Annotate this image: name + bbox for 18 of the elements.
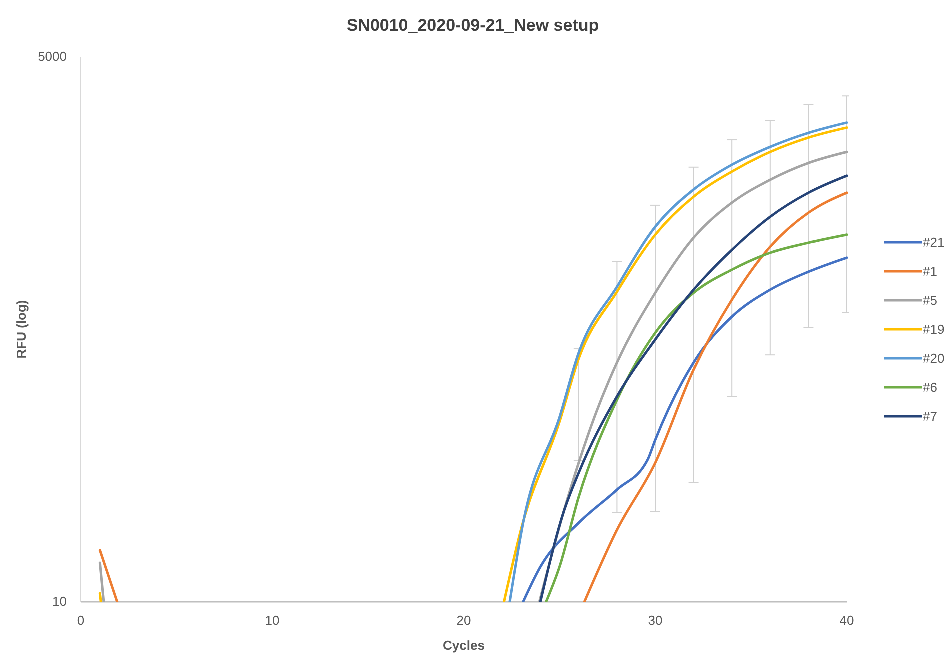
y-tick-label: 5000 [38,49,67,64]
x-tick-label: 30 [648,613,663,628]
legend-label: #19 [923,322,945,337]
legend-label: #6 [923,380,938,395]
legend-label: #1 [923,264,938,279]
line-series [539,174,848,602]
x-tick-label: 10 [265,613,280,628]
line-series [508,122,848,602]
legend-label: #7 [923,409,938,424]
x-tick-label: 0 [77,613,85,628]
y-axis-title: RFU (log) [14,300,29,359]
chart-title: SN0010_2020-09-21_New setup [346,16,600,35]
legend-label: #5 [923,293,938,308]
legend-label: #21 [923,235,945,250]
x-tick-label: 40 [840,613,854,628]
legend-label: #20 [923,351,945,366]
x-tick-label: 20 [456,613,472,628]
x-axis-title: Cycles [443,638,485,653]
